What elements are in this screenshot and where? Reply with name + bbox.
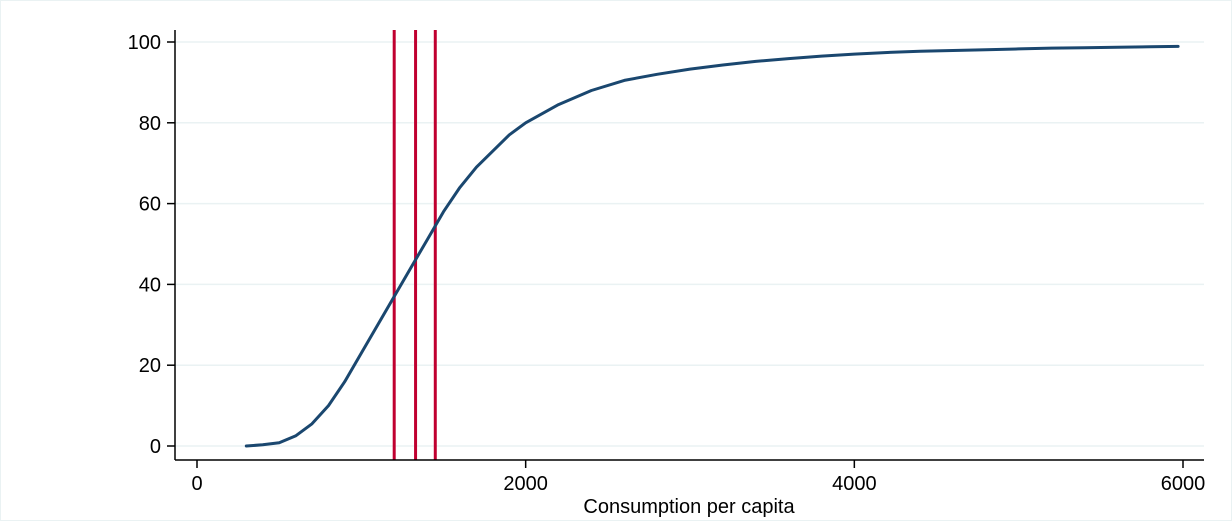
y-tick-label-20: 20 <box>139 355 161 377</box>
series-lines <box>244 44 1180 448</box>
tick-labels: 0 20 40 60 80 100 0 2000 4000 6000 <box>128 32 1206 495</box>
x-tick-label-6000: 6000 <box>1161 473 1206 495</box>
y-tick-label-100: 100 <box>128 32 161 54</box>
reference-lines <box>392 30 437 460</box>
y-tick-label-80: 80 <box>139 113 161 135</box>
x-axis-title: Consumption per capita <box>583 496 795 518</box>
x-tick-label-4000: 4000 <box>832 473 877 495</box>
y-tick-label-0: 0 <box>150 436 161 458</box>
series-line-1 <box>244 44 1180 448</box>
y-tick-label-40: 40 <box>139 274 161 296</box>
axes <box>167 30 1204 468</box>
y-tick-label-60: 60 <box>139 194 161 216</box>
grid-lines <box>175 41 1204 447</box>
x-tick-label-0: 0 <box>191 473 202 495</box>
x-tick-label-2000: 2000 <box>503 473 548 495</box>
